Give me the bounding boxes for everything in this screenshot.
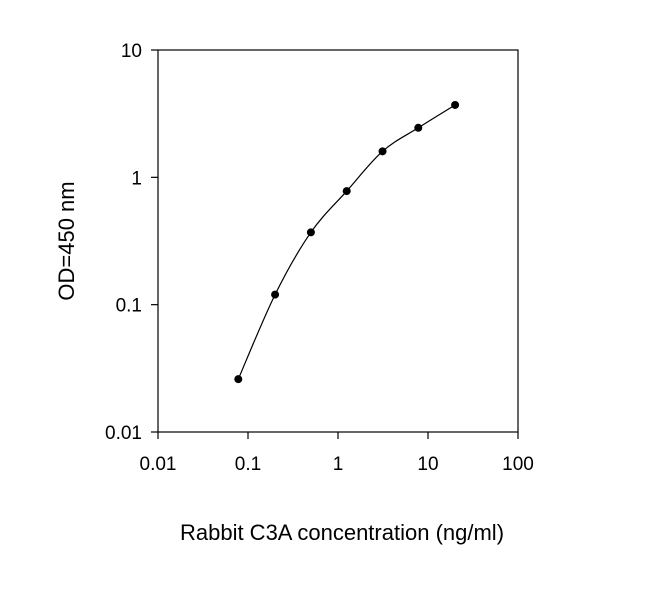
y-tick-label: 10: [121, 41, 142, 62]
x-tick-label: 100: [502, 454, 534, 475]
x-tick-label: 0.1: [235, 454, 261, 475]
x-axis-title: Rabbit C3A concentration (ng/ml): [180, 520, 504, 545]
data-point: [234, 375, 243, 384]
y-tick-label: 0.1: [116, 296, 142, 317]
x-axis-ticks: 0.01 0.1 1 10 100: [140, 432, 534, 475]
series-layer: [234, 100, 460, 384]
data-point: [271, 290, 280, 299]
x-tick-label: 0.01: [140, 454, 177, 475]
y-axis-title: OD=450 nm: [54, 181, 79, 300]
data-point: [342, 187, 351, 196]
x-tick-label: 10: [417, 454, 438, 475]
y-tick-label: 1: [131, 168, 142, 189]
y-tick-label: 0.01: [105, 423, 142, 444]
data-point: [306, 228, 315, 237]
x-tick-label: 1: [333, 454, 344, 475]
data-point: [414, 123, 423, 132]
data-point: [378, 147, 387, 156]
y-axis-ticks: 0.01 0.1 1 10: [105, 41, 158, 444]
data-point: [451, 100, 460, 109]
